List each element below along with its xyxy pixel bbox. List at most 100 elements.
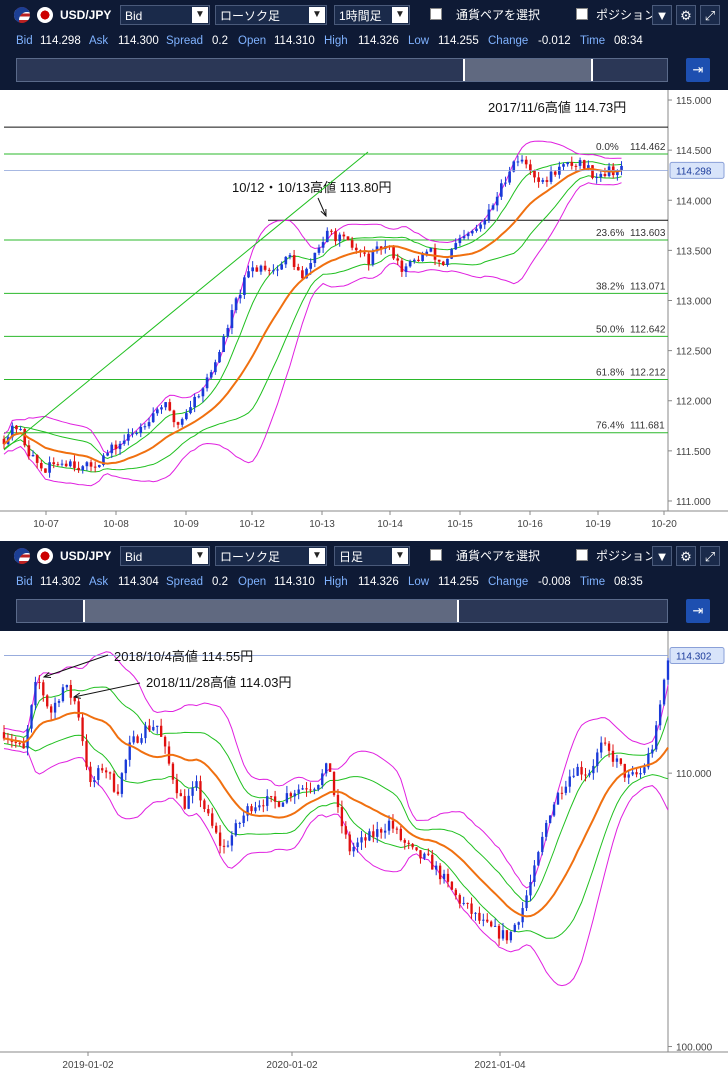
navigator-bar[interactable] — [16, 58, 668, 82]
candle-body — [627, 774, 630, 778]
candle-body — [269, 796, 273, 798]
navigator-bar[interactable] — [16, 599, 668, 623]
candle-body — [516, 161, 520, 163]
candle-body — [27, 445, 31, 457]
ask-value: 114.300 — [118, 35, 159, 47]
moving-average-line — [3, 711, 669, 918]
candle-body — [616, 170, 619, 176]
candle-body — [49, 706, 53, 713]
candle-body — [122, 440, 126, 444]
candle-body — [280, 264, 284, 270]
chart-type-select[interactable]: ローソク足 ▼ — [215, 5, 327, 25]
candle-body — [164, 402, 167, 408]
candle-body — [247, 271, 250, 278]
candle-body — [350, 240, 354, 248]
candle-body — [651, 749, 654, 754]
candle-body — [615, 758, 619, 762]
candle-body — [159, 725, 163, 737]
candle-body — [566, 162, 569, 165]
price-type-select[interactable]: Bid ▼ — [120, 546, 210, 566]
position-dropdown-icon[interactable]: ▼ — [652, 546, 672, 566]
position-label[interactable]: ポジション — [596, 8, 657, 22]
jp-flag-icon — [37, 548, 53, 564]
pair-checkbox[interactable] — [430, 8, 442, 20]
candle-body — [56, 464, 60, 466]
candle-body — [201, 388, 205, 397]
candle-body — [458, 895, 461, 904]
candle-body — [127, 434, 130, 441]
candle-body — [513, 924, 516, 932]
chart-area[interactable]: 115.000 114.500 114.000 113.500 113.000 112.5… — [0, 90, 728, 541]
candle-body — [328, 763, 332, 772]
x-tick-label: 10-15 — [447, 519, 473, 530]
candle-body — [176, 422, 180, 425]
candle-body — [399, 828, 403, 841]
pair-select-label[interactable]: 通貨ペアを選択 — [456, 8, 541, 22]
candle-body — [344, 826, 347, 835]
candle-body — [334, 231, 337, 242]
candle-body — [26, 728, 29, 749]
candle-body — [524, 159, 528, 165]
chevron-down-icon: ▼ — [309, 548, 325, 564]
candle-body — [205, 377, 209, 389]
pair-select-label[interactable]: 通貨ペアを選択 — [456, 549, 541, 563]
trend-line — [3, 151, 369, 451]
annotation-arrowhead — [72, 692, 81, 699]
candle-body — [199, 781, 202, 801]
open-label: Open — [238, 35, 267, 47]
candle-body — [124, 759, 127, 774]
candle-body — [607, 743, 611, 751]
candle-body — [403, 840, 406, 843]
candle-body — [364, 837, 367, 841]
candle-body — [211, 813, 214, 826]
candle-body — [250, 806, 253, 812]
candle-body — [64, 463, 68, 467]
scroll-latest-icon[interactable]: ⇥ — [686, 599, 710, 623]
position-dropdown-icon[interactable]: ▼ — [652, 5, 672, 25]
candle-body — [156, 409, 159, 414]
position-checkbox[interactable] — [576, 8, 588, 20]
timeframe-select[interactable]: 日足 ▼ — [334, 546, 410, 566]
gear-icon[interactable]: ⚙ — [676, 546, 696, 566]
symbol-label[interactable]: USD/JPY — [60, 8, 112, 22]
candle-body — [132, 736, 135, 743]
candle-body — [562, 164, 565, 167]
candle-body — [297, 789, 300, 794]
x-tick-label: 10-07 — [33, 519, 59, 530]
candle-body — [214, 825, 218, 833]
position-checkbox[interactable] — [576, 549, 588, 561]
navigator-window[interactable] — [83, 600, 459, 622]
candle-body — [104, 770, 108, 773]
symbol-label[interactable]: USD/JPY — [60, 549, 112, 563]
candle-body — [504, 182, 507, 184]
candle-body — [46, 695, 49, 707]
timeframe-select[interactable]: 1時間足 ▼ — [334, 5, 410, 25]
candle-body — [600, 742, 603, 753]
candle-body — [148, 725, 151, 731]
candle-body — [356, 842, 359, 848]
position-label[interactable]: ポジション — [596, 549, 657, 563]
navigator-window[interactable] — [463, 59, 593, 81]
chart-area[interactable]: 110.000 100.000 2019-01-02 2020-01-02 2021-0… — [0, 631, 728, 1082]
candle-body — [419, 850, 422, 859]
price-type-select[interactable]: Bid ▼ — [120, 5, 210, 25]
candle-body — [108, 772, 112, 774]
scroll-latest-icon[interactable]: ⇥ — [686, 58, 710, 82]
candle-body — [14, 741, 17, 743]
expand-icon[interactable]: ⤢ — [700, 5, 720, 25]
candle-body — [376, 829, 379, 837]
chart-type-select[interactable]: ローソク足 ▼ — [215, 546, 327, 566]
candle-body — [183, 796, 186, 809]
price-type-value: Bid — [125, 9, 143, 23]
fib-level-label: 0.0% — [596, 142, 619, 153]
candle-body — [136, 736, 139, 743]
fib-level-label: 38.2% — [596, 281, 624, 292]
candle-body — [147, 422, 151, 427]
bollinger-lower-1sigma — [3, 734, 669, 939]
pair-checkbox[interactable] — [430, 549, 442, 561]
x-tick-label: 10-08 — [103, 519, 129, 530]
candle-body — [97, 464, 101, 468]
candle-body — [466, 902, 469, 904]
expand-icon[interactable]: ⤢ — [700, 546, 720, 566]
gear-icon[interactable]: ⚙ — [676, 5, 696, 25]
